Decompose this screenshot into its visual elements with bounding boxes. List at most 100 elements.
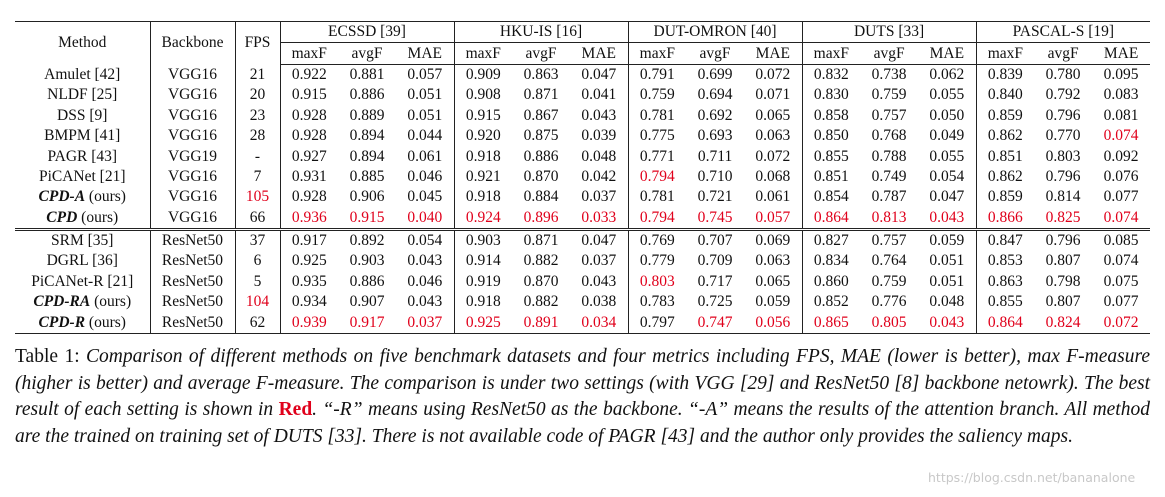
value-cell: 0.794 <box>639 167 675 185</box>
value-cell: 0.881 <box>349 65 385 83</box>
value-cell: 0.055 <box>918 146 977 167</box>
value-cell: 0.934 <box>291 293 327 311</box>
dataset-header: HKU-IS [16] <box>454 20 629 44</box>
metric-header: MAE <box>918 42 977 65</box>
value-cell: 0.862 <box>987 127 1023 145</box>
backbone-cell: VGG16 <box>150 207 236 230</box>
fps-cell: 6 <box>235 251 281 272</box>
value-cell: 0.063 <box>744 251 803 272</box>
method-name: CPD-A <box>38 188 86 206</box>
value-cell: 0.047 <box>570 64 629 86</box>
value-cell: 0.827 <box>802 227 861 252</box>
value-cell: 0.048 <box>918 292 977 313</box>
results-table: Method Backbone FPS ECSSD [39] HKU-IS [16] DU… <box>15 20 1151 334</box>
method-name: PiCANet [21] <box>38 167 126 185</box>
value-cell: 0.859 <box>987 188 1023 206</box>
method-name: BMPM [41] <box>44 127 121 145</box>
value-cell: 0.072 <box>744 146 803 167</box>
value-cell: 0.839 <box>987 65 1023 83</box>
column-header: Backbone <box>150 21 236 65</box>
fps-cell: 66 <box>235 207 281 230</box>
method-suffix: (ours) <box>88 188 126 206</box>
value-cell: 0.882 <box>523 293 559 311</box>
method-cell: CPD-A (ours) <box>15 187 151 208</box>
value-cell: 0.061 <box>396 146 455 167</box>
value-cell: 0.055 <box>918 85 977 106</box>
value-cell: 0.692 <box>697 106 733 124</box>
method-cell: DGRL [36] <box>15 251 151 272</box>
column-header: Method <box>15 21 151 65</box>
value-cell: 0.047 <box>570 227 629 252</box>
value-cell: 0.832 <box>813 65 849 83</box>
caption-label: Table 1: <box>15 346 80 367</box>
value-cell: 0.781 <box>639 106 675 124</box>
value-cell: 0.871 <box>523 86 559 104</box>
method-cell: PiCANet-R [21] <box>15 271 151 293</box>
value-cell: 0.034 <box>570 312 629 334</box>
method-name: CPD-RA <box>33 293 91 311</box>
value-cell: 0.886 <box>349 86 385 104</box>
value-cell: 0.924 <box>465 208 501 226</box>
backbone-cell: VGG16 <box>150 187 236 208</box>
value-cell: 0.775 <box>639 127 675 145</box>
value-cell: 0.061 <box>744 187 803 208</box>
dataset-header: PASCAL-S [19] <box>976 20 1151 44</box>
value-cell: 0.771 <box>639 147 675 165</box>
value-cell: 0.830 <box>813 86 849 104</box>
value-cell: 0.699 <box>697 65 733 83</box>
value-cell: 0.931 <box>291 167 327 185</box>
metric-header: avgF <box>338 42 396 65</box>
method-cell: CPD (ours) <box>15 207 151 230</box>
table-row: DGRL [36] ResNet50 6 0.925 0.903 0.043 0.914 0.… <box>15 251 1150 272</box>
metric-header: maxF <box>280 42 338 65</box>
value-cell: 0.039 <box>570 125 629 147</box>
value-cell: 0.076 <box>1103 167 1139 185</box>
value-cell: 0.870 <box>523 272 559 290</box>
method-cell: DSS [9] <box>15 105 151 126</box>
metric-header: MAE <box>744 42 803 65</box>
value-cell: 0.725 <box>697 293 733 311</box>
table-section: SRM [35] ResNet50 37 0.917 0.892 0.054 0.903 0.… <box>15 227 1151 334</box>
value-cell: 0.803 <box>639 272 675 290</box>
value-cell: 0.892 <box>338 227 396 252</box>
value-cell: 0.044 <box>396 125 455 147</box>
table-row: BMPM [41] VGG16 28 0.928 0.894 0.044 0.920 0.87… <box>15 125 1150 147</box>
value-cell: 0.717 <box>697 272 733 290</box>
fps-cell: 20 <box>235 85 281 106</box>
value-cell: 0.693 <box>697 127 733 145</box>
value-cell: 0.863 <box>523 65 559 83</box>
value-cell: 0.054 <box>396 227 455 252</box>
value-cell: 0.047 <box>918 187 977 208</box>
table-section: Amulet [42] VGG16 21 0.922 0.881 0.057 0.909 0.… <box>15 64 1150 230</box>
method-suffix: (ours) <box>81 208 119 226</box>
value-cell: 0.048 <box>570 146 629 167</box>
value-cell: 0.068 <box>744 166 803 188</box>
fps-cell: 21 <box>235 64 281 86</box>
value-cell: 0.864 <box>813 208 849 226</box>
value-cell: 0.917 <box>338 312 396 334</box>
backbone-cell: VGG19 <box>150 146 236 167</box>
value-cell: 0.779 <box>639 252 675 270</box>
table-row: CPD (ours) VGG16 66 0.936 0.915 0.040 0.924 0.8… <box>15 207 1150 230</box>
value-cell: 0.083 <box>1103 86 1139 104</box>
value-cell: 0.788 <box>871 147 907 165</box>
value-cell: 0.051 <box>918 251 977 272</box>
value-cell: 0.858 <box>813 106 849 124</box>
value-cell: 0.037 <box>396 312 455 334</box>
value-cell: 0.927 <box>291 147 327 165</box>
method-cell: CPD-RA (ours) <box>15 292 151 313</box>
value-cell: 0.925 <box>454 312 513 334</box>
value-cell: 0.922 <box>291 65 327 83</box>
fps-cell: 62 <box>235 312 281 334</box>
backbone-cell: ResNet50 <box>150 227 236 252</box>
backbone-cell: VGG16 <box>150 85 236 106</box>
metric-header: maxF <box>628 42 687 65</box>
value-cell: 0.069 <box>744 227 803 252</box>
value-cell: 0.855 <box>987 293 1023 311</box>
value-cell: 0.770 <box>1045 127 1081 145</box>
value-cell: 0.814 <box>1045 188 1081 206</box>
value-cell: 0.749 <box>871 167 907 185</box>
method-suffix: (ours) <box>88 313 126 331</box>
value-cell: 0.939 <box>280 312 338 334</box>
method-cell: CPD-R (ours) <box>15 312 151 334</box>
